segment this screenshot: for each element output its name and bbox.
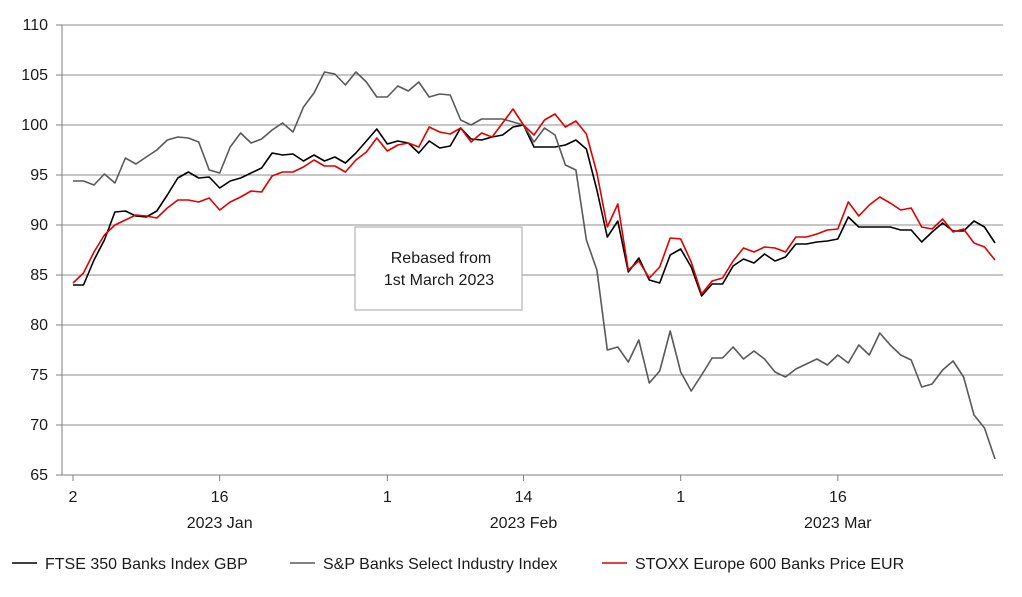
x-tick-label: 16: [829, 489, 847, 506]
series-line: [73, 71, 996, 460]
x-month-label: 2023 Mar: [804, 515, 872, 532]
y-tick-label: 105: [21, 67, 48, 84]
legend-label: S&P Banks Select Industry Index: [323, 556, 558, 573]
legend-label: FTSE 350 Banks Index GBP: [45, 556, 248, 573]
y-tick-label: 70: [30, 417, 48, 434]
rebase-annotation: Rebased from 1st March 2023: [354, 226, 523, 311]
y-tick-label: 80: [30, 317, 48, 334]
y-tick-label: 110: [22, 17, 48, 34]
y-tick-label: 85: [30, 267, 48, 284]
annotation-line-1: Rebased from: [391, 250, 492, 267]
y-tick-label: 65: [30, 467, 48, 484]
x-tick-label: 1: [383, 489, 392, 506]
gridlines: [62, 24, 1003, 426]
x-tick-label: 2: [69, 489, 78, 506]
legend-label: STOXX Europe 600 Banks Price EUR: [635, 556, 904, 573]
y-tick-label: 90: [30, 217, 48, 234]
x-tick-label: 1: [676, 489, 685, 506]
legend: FTSE 350 Banks Index GBP S&P Banks Select…: [12, 556, 904, 573]
series-line: [72, 108, 996, 295]
x-month-label: 2023 Jan: [187, 515, 253, 532]
y-axis-ticks: 65 70 75 80 85 90 95 100 105 110: [21, 17, 62, 484]
annotation-box: [354, 226, 523, 311]
series-lines: [72, 71, 996, 460]
x-tick-label: 16: [211, 489, 229, 506]
y-tick-label: 95: [30, 167, 48, 184]
y-tick-label: 100: [21, 117, 48, 134]
y-tick-label: 75: [30, 367, 48, 384]
annotation-line-2: 1st March 2023: [384, 272, 494, 289]
x-tick-label: 14: [515, 489, 533, 506]
series-line: [73, 124, 996, 297]
x-month-label: 2023 Feb: [490, 515, 558, 532]
